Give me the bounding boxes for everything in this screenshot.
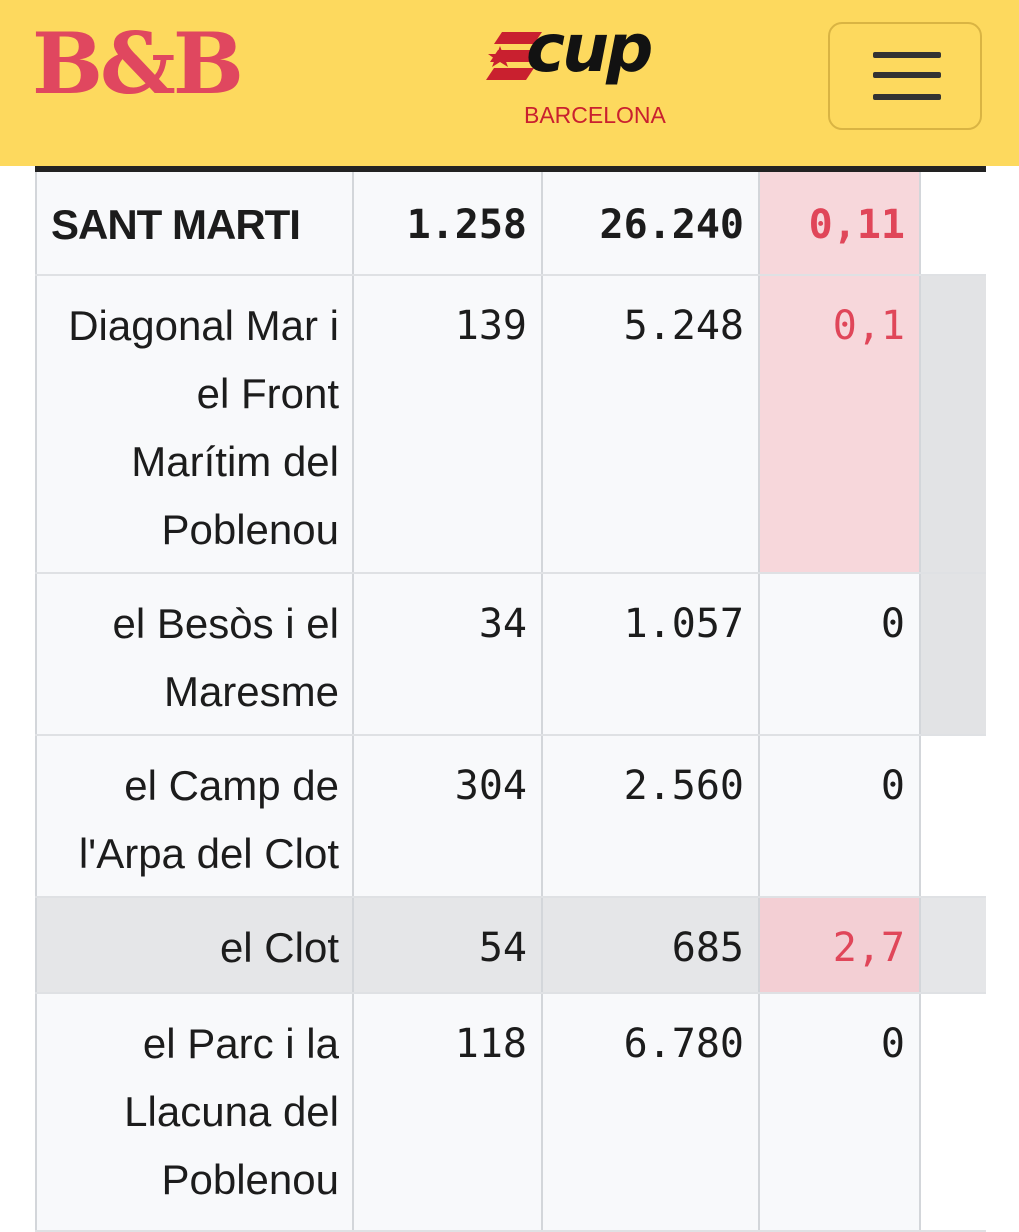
results-table-container: SANT MARTI 1.258 26.240 0,11 Diagonal Ma… (35, 166, 986, 1232)
table-row: Diagonal Mar i el Front Marítim del Pobl… (35, 275, 986, 574)
district-value-3: 0,11 (758, 166, 921, 276)
cup-city-label: BARCELONA (524, 102, 666, 128)
bb-logo[interactable]: B&B (32, 14, 244, 113)
table-cell-extra (919, 735, 986, 898)
row-name: el Parc i la Llacuna del Poblenou (35, 993, 354, 1232)
row-name: el Camp de l'Arpa del Clot (35, 735, 354, 898)
table-row: el Clot 54 685 2,7 (35, 897, 986, 994)
row-value-2: 2.560 (541, 735, 760, 898)
table-row: el Besòs i el Maresme 34 1.057 0 (35, 573, 986, 736)
district-name: SANT MARTI (35, 166, 354, 276)
row-value-1: 304 (352, 735, 543, 898)
table-cell-extra (919, 993, 986, 1232)
row-value-3: 0 (758, 573, 921, 736)
row-value-3: 0,1 (758, 275, 921, 574)
results-table: SANT MARTI 1.258 26.240 0,11 Diagonal Ma… (35, 166, 986, 1232)
cup-barcelona-logo[interactable]: cup BARCELONA (484, 10, 666, 132)
district-value-1: 1.258 (352, 166, 543, 276)
row-value-1: 139 (352, 275, 543, 574)
row-value-3: 0 (758, 993, 921, 1232)
table-cell-extra (919, 573, 986, 736)
row-value-1: 118 (352, 993, 543, 1232)
row-name: Diagonal Mar i el Front Marítim del Pobl… (35, 275, 354, 574)
row-name: el Besòs i el Maresme (35, 573, 354, 736)
row-value-1: 34 (352, 573, 543, 736)
estelada-flag-icon (486, 32, 542, 80)
row-value-2: 6.780 (541, 993, 760, 1232)
row-value-3: 0 (758, 735, 921, 898)
row-value-2: 5.248 (541, 275, 760, 574)
table-row-district: SANT MARTI 1.258 26.240 0,11 (35, 166, 986, 276)
site-header: B&B cup BARCELONA (0, 0, 1019, 166)
cup-wordmark: cup (526, 10, 653, 87)
row-value-2: 1.057 (541, 573, 760, 736)
table-row: el Parc i la Llacuna del Poblenou 118 6.… (35, 993, 986, 1232)
table-cell-extra (919, 897, 986, 994)
table-cell-extra (919, 275, 986, 574)
row-value-1: 54 (352, 897, 543, 994)
table-cell-extra (919, 166, 986, 276)
row-name: el Clot (35, 897, 354, 994)
district-value-2: 26.240 (541, 166, 760, 276)
table-row: el Camp de l'Arpa del Clot 304 2.560 0 (35, 735, 986, 898)
menu-button[interactable] (828, 22, 982, 130)
row-value-2: 685 (541, 897, 760, 994)
row-value-3: 2,7 (758, 897, 921, 994)
